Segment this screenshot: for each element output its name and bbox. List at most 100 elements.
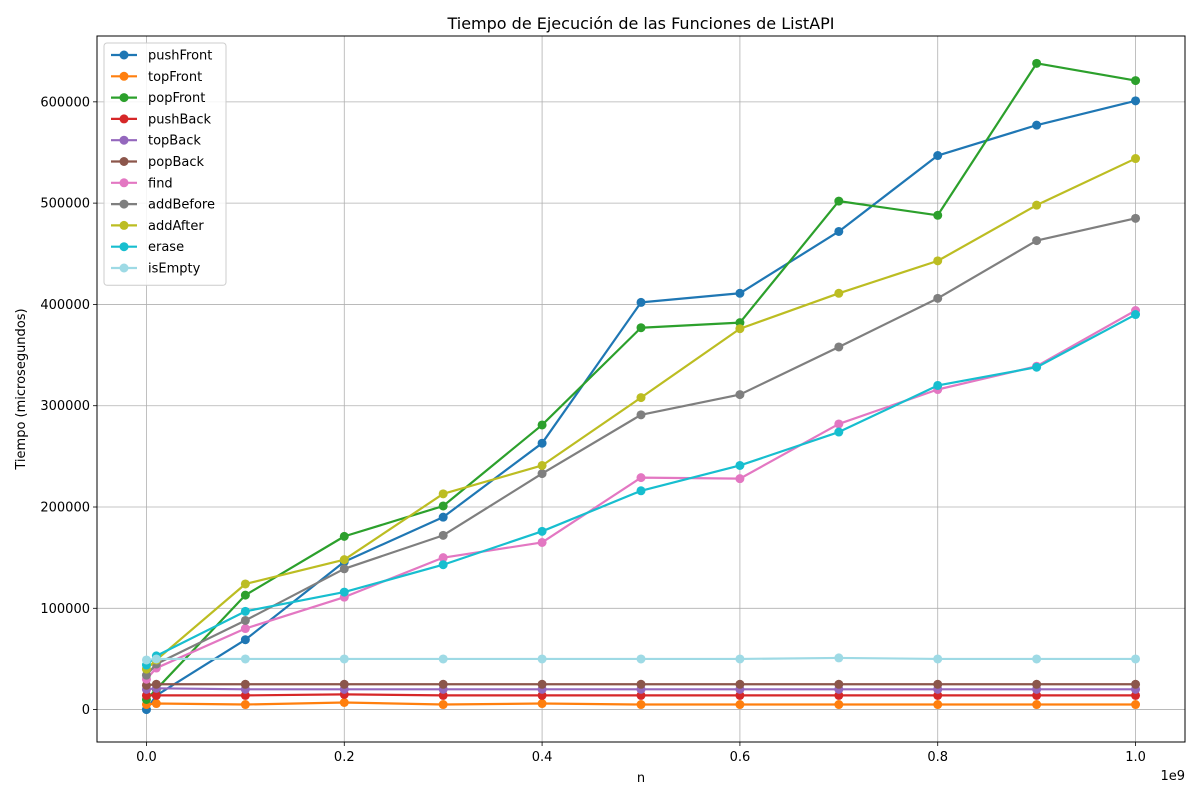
data-point <box>735 390 745 400</box>
data-point <box>933 151 943 161</box>
x-axis: 0.0 0.2 0.4 0.6 0.8 1.0 <box>136 742 1146 765</box>
data-point <box>834 427 844 437</box>
y-axis-title: Tiempo (microsegundos) <box>14 308 29 470</box>
data-point <box>933 293 943 303</box>
data-point <box>1131 679 1141 689</box>
series-line-erase <box>145 313 1137 666</box>
y-tick-label: 400000 <box>40 298 90 313</box>
data-point <box>438 654 448 664</box>
data-point <box>537 654 547 664</box>
data-point <box>240 624 250 634</box>
x-offset-label: 1e9 <box>1160 769 1185 784</box>
series-line-topBack <box>146 687 1136 691</box>
data-point <box>438 489 448 499</box>
legend-swatch-marker <box>119 114 129 124</box>
data-point <box>834 653 844 663</box>
legend-item-pushFront: pushFront <box>111 49 212 64</box>
data-point <box>834 700 844 710</box>
data-point <box>834 419 844 429</box>
data-point <box>537 699 547 709</box>
series-line-pushFront <box>145 99 1136 711</box>
series-line-popBack <box>146 683 1136 687</box>
data-point <box>537 420 547 430</box>
y-tick-label: 100000 <box>40 602 90 617</box>
y-axis: 0 100000 200000 300000 400000 500000 600000 <box>40 95 97 718</box>
data-point <box>151 679 161 689</box>
data-point <box>438 512 448 522</box>
legend-swatch-marker <box>119 242 129 252</box>
x-tick-label: 0.0 <box>136 750 157 765</box>
data-point <box>735 679 745 689</box>
series-isEmpty <box>141 653 1141 665</box>
y-tick-label: 300000 <box>40 399 90 414</box>
data-point <box>151 690 161 700</box>
data-point <box>636 486 646 496</box>
legend-item-addBefore: addBefore <box>111 198 215 213</box>
data-point <box>735 288 745 298</box>
data-point <box>1131 213 1141 223</box>
data-point <box>1131 654 1141 664</box>
data-point <box>240 606 250 616</box>
data-point <box>537 469 547 479</box>
data-point <box>636 654 646 664</box>
plot-frame <box>96 35 1186 743</box>
data-point <box>1032 236 1042 246</box>
data-point <box>438 501 448 511</box>
data-point <box>735 474 745 484</box>
data-point <box>636 297 646 307</box>
data-point <box>735 700 745 710</box>
data-point <box>1032 654 1042 664</box>
x-axis-title: n <box>637 771 645 786</box>
legend-label: addBefore <box>148 198 215 213</box>
data-point <box>1032 679 1042 689</box>
data-point <box>537 438 547 448</box>
series-line-addAfter <box>145 157 1137 670</box>
series-pushFront <box>141 96 1141 715</box>
data-point <box>339 679 349 689</box>
legend-label: pushFront <box>148 49 212 64</box>
series-topFront <box>141 697 1141 710</box>
legend-swatch-marker <box>119 135 129 145</box>
series-line-isEmpty <box>146 656 1136 662</box>
data-point <box>1032 700 1042 710</box>
data-point <box>537 526 547 536</box>
data-point <box>1131 154 1141 164</box>
legend-label: erase <box>148 240 184 255</box>
series-line-addBefore <box>145 217 1136 676</box>
legend-item-pushBack: pushBack <box>111 112 212 127</box>
x-tick-label: 0.4 <box>532 750 553 765</box>
data-point <box>636 473 646 483</box>
legend-swatch-marker <box>119 220 129 230</box>
legend-item-popFront: popFront <box>111 91 205 106</box>
data-point <box>933 700 943 710</box>
data-point <box>834 679 844 689</box>
data-point <box>834 226 844 236</box>
data-point <box>735 654 745 664</box>
legend-item-addAfter: addAfter <box>111 219 204 234</box>
legend-swatch-marker <box>119 71 129 81</box>
data-point <box>1131 96 1141 106</box>
legend-label: topFront <box>148 70 202 85</box>
legend-swatch-marker <box>119 157 129 166</box>
data-point <box>933 654 943 664</box>
data-point <box>339 697 349 707</box>
y-tick-label: 200000 <box>40 501 90 516</box>
data-point <box>240 615 250 625</box>
data-point <box>438 560 448 570</box>
legend-swatch-marker <box>119 93 129 103</box>
data-point <box>933 679 943 689</box>
data-point <box>1131 310 1141 320</box>
legend-label: addAfter <box>148 219 204 234</box>
y-tick-label: 600000 <box>40 95 90 110</box>
series-line-topFront <box>146 701 1136 706</box>
data-point <box>1032 200 1042 210</box>
x-tick-label: 1.0 <box>1125 750 1146 765</box>
legend-swatch-marker <box>119 199 129 209</box>
legend-item-erase: erase <box>111 240 184 255</box>
series-line-pushBack <box>146 693 1136 697</box>
data-point <box>636 679 646 689</box>
data-point <box>537 537 547 547</box>
legend-item-find: find <box>111 176 173 191</box>
data-point <box>438 530 448 540</box>
